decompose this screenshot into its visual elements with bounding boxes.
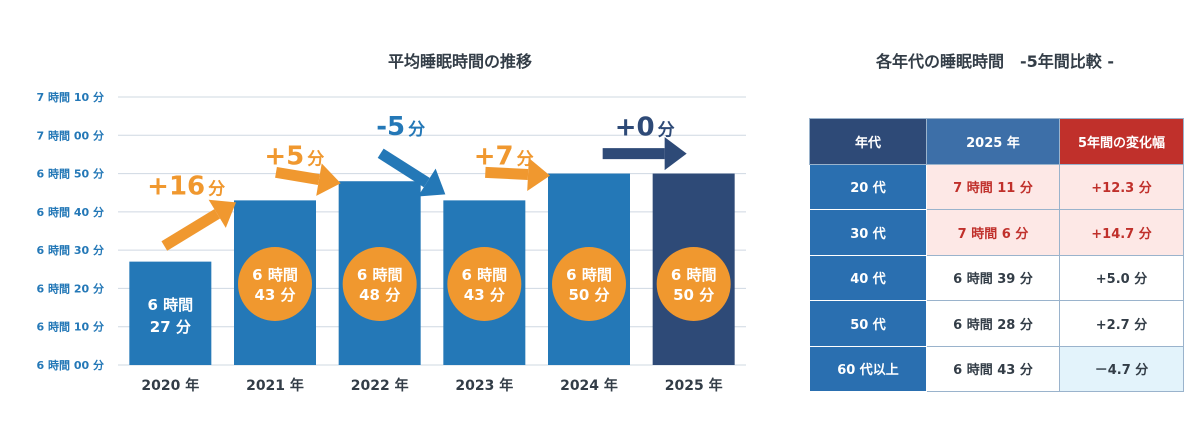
y-tick-label: 6 時間 20 分 <box>37 281 104 295</box>
change-unit: 分 <box>307 149 324 169</box>
change-label: +16 分 <box>147 171 225 201</box>
cell-generation: 60 代以上 <box>809 345 927 392</box>
chart-title: 平均睡眠時間の推移 <box>387 52 532 71</box>
value-circle <box>447 247 522 321</box>
change-unit: 分 <box>408 120 425 140</box>
bar-data-label: 43 分 <box>254 286 295 304</box>
x-category-label: 2023 年 <box>455 377 513 394</box>
header-2025: 2025 年 <box>926 118 1060 165</box>
arrow-head <box>527 158 550 191</box>
bar-data-label: 50 分 <box>673 286 714 304</box>
bars: 6 時間 27 分 6 時間 43 分 6 時間 48 分 6 時間 43 分 6 時間 50 分… <box>129 173 735 365</box>
x-category-label: 2025 年 <box>665 377 723 394</box>
value-circle <box>238 247 312 321</box>
cell-generation: 30 代 <box>809 209 927 256</box>
value-circle <box>342 247 417 321</box>
cell-change: +5.0 分 <box>1059 254 1184 301</box>
table-header-row: 年代 2025 年 5年間の変化幅 <box>809 118 1184 165</box>
bar-data-label: 6 時間 <box>671 266 717 284</box>
bar-data-label: 50 分 <box>568 286 609 304</box>
x-category-label: 2022 年 <box>351 377 409 394</box>
y-tick-label: 7 時間 10 分 <box>37 90 104 104</box>
x-category-label: 2021 年 <box>246 377 304 394</box>
arrow-shaft <box>161 209 221 251</box>
cell-generation: 40 代 <box>809 254 927 301</box>
y-tick-label: 6 時間 30 分 <box>37 243 104 257</box>
arrow-shaft <box>485 166 529 180</box>
arrow-shaft <box>377 148 430 188</box>
arrow-head <box>417 168 446 197</box>
bar-data-label: 43 分 <box>464 286 505 304</box>
bar <box>129 261 212 365</box>
cell-change: +2.7 分 <box>1059 300 1184 347</box>
cell-time: 6 時間 39 分 <box>926 254 1060 301</box>
grid-layer <box>118 96 746 366</box>
y-axis-ticks: 6 時間 00 分 6 時間 10 分 6 時間 20 分 6 時間 30 分 6 時間… <box>37 90 104 372</box>
cell-time: 6 時間 28 分 <box>926 300 1060 347</box>
cell-time: 7 時間 6 分 <box>926 209 1060 256</box>
y-tick-label: 6 時間 00 分 <box>37 358 104 372</box>
change-label: +5 分 <box>264 141 324 171</box>
table-title: 各年代の睡眠時間 -5年間比較 - <box>876 52 1114 71</box>
value-circle <box>656 247 731 321</box>
change-label: +0 分 <box>615 113 675 143</box>
table-row: 20 代 7 時間 11 分 +12.3 分 <box>809 163 1184 210</box>
generation-table: 年代 2025 年 5年間の変化幅 20 代 7 時間 11 分 +12.3 分… <box>809 118 1184 392</box>
table-row: 50 代 6 時間 28 分 +2.7 分 <box>809 300 1184 347</box>
cell-time: 7 時間 11 分 <box>926 163 1060 210</box>
arrow-head <box>316 163 341 196</box>
bar-data-label: 6 時間 <box>357 266 403 284</box>
bar-data-label: 6 時間 <box>252 266 298 284</box>
bar-data-label: 27 分 <box>150 318 191 336</box>
header-generation: 年代 <box>809 118 927 165</box>
y-tick-label: 7 時間 00 分 <box>37 128 104 142</box>
y-tick-label: 6 時間 50 分 <box>37 167 104 181</box>
y-tick-label: 6 時間 40 分 <box>37 205 104 219</box>
x-axis-labels: 2020 年 2021 年 2022 年 2023 年 2024 年 2025 年 <box>141 377 722 394</box>
x-category-label: 2024 年 <box>560 377 618 394</box>
y-tick-label: 6 時間 10 分 <box>37 320 104 334</box>
cell-change: +14.7 分 <box>1059 209 1184 256</box>
bar-data-label: 6 時間 <box>147 296 193 314</box>
cell-time: 6 時間 43 分 <box>926 345 1060 392</box>
arrow-head <box>664 137 687 171</box>
cell-generation: 20 代 <box>809 163 927 210</box>
x-category-label: 2020 年 <box>141 377 199 394</box>
change-unit: 分 <box>208 179 225 199</box>
table-row: 30 代 7 時間 6 分 +14.7 分 <box>809 209 1184 256</box>
table-row: 40 代 6 時間 39 分 +5.0 分 <box>809 254 1184 301</box>
cell-change: －4.7 分 <box>1059 345 1184 392</box>
header-change: 5年間の変化幅 <box>1059 118 1184 165</box>
bar-data-label: 48 分 <box>359 286 400 304</box>
table-row: 60 代以上 6 時間 43 分 －4.7 分 <box>809 345 1184 392</box>
cell-change: +12.3 分 <box>1059 163 1184 210</box>
arrow-head <box>208 199 236 228</box>
bar-data-label: 6 時間 <box>461 266 507 284</box>
cell-generation: 50 代 <box>809 300 927 347</box>
change-unit: 分 <box>658 121 675 141</box>
arrow-shaft <box>275 166 320 186</box>
change-label: -5 分 <box>376 112 425 142</box>
bar-data-label: 6 時間 <box>566 266 612 284</box>
bar-chart: 6 時間 00 分 6 時間 10 分 6 時間 20 分 6 時間 30 分 6 時間… <box>37 90 746 394</box>
value-circle <box>552 247 626 321</box>
change-label: +7 分 <box>474 141 534 171</box>
change-unit: 分 <box>517 149 534 169</box>
